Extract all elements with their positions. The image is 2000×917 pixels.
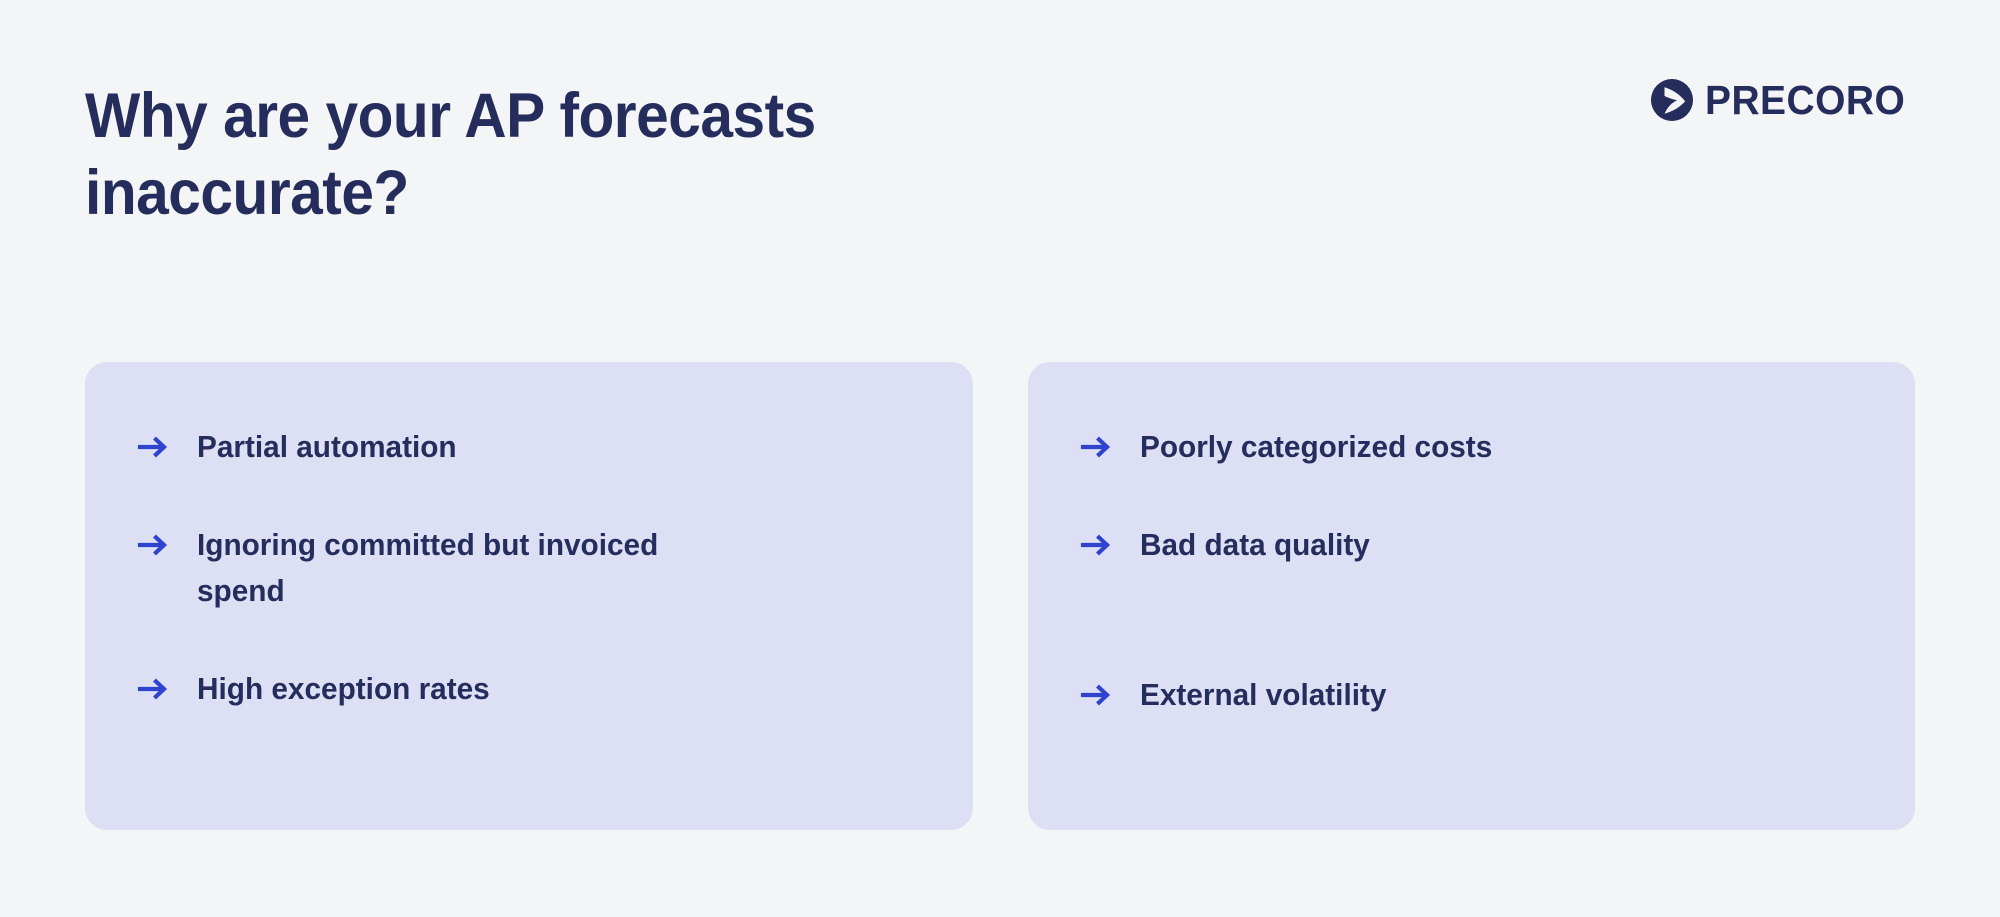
- list-item: External volatility: [1080, 672, 1864, 718]
- list-item-label: Poorly categorized costs: [1139, 429, 1492, 464]
- arrow-right-icon: [1080, 684, 1110, 706]
- arrow-right-icon: [137, 436, 168, 458]
- precoro-pinwheel-icon: [1651, 79, 1694, 121]
- arrow-right-icon: [137, 678, 168, 700]
- list-item: Partial automation: [137, 424, 921, 470]
- arrow-right-icon: [137, 534, 168, 556]
- card-right-list: Poorly categorized costs Bad data qualit…: [1080, 424, 1864, 718]
- list-item-label: High exception rates: [197, 670, 490, 706]
- brand-logo: PRECORO: [1650, 78, 1916, 122]
- list-item: Ignoring committed but invoiced spend: [137, 522, 921, 614]
- brand-wordmark: PRECORO: [1705, 76, 1906, 123]
- list-item-label: Partial automation: [197, 429, 457, 464]
- page-title: Why are your AP forecasts inaccurate?: [85, 81, 816, 228]
- list-item-label: Bad data quality: [1139, 526, 1370, 562]
- list-item: Bad data quality: [1080, 522, 1864, 568]
- slide-header: Why are your AP forecasts inaccurate? PR…: [0, 0, 2000, 300]
- list-item-label: Ignoring committed but invoiced spend: [197, 526, 659, 608]
- arrow-right-icon: [1080, 534, 1110, 556]
- cards-container: Partial automation Ignoring committed bu…: [85, 362, 1915, 830]
- card-left-list: Partial automation Ignoring committed bu…: [137, 424, 921, 712]
- arrow-right-icon: [1080, 436, 1110, 458]
- card-right: Poorly categorized costs Bad data qualit…: [1027, 362, 1915, 830]
- card-left: Partial automation Ignoring committed bu…: [85, 362, 973, 830]
- list-item: Poorly categorized costs: [1080, 424, 1864, 470]
- list-item: High exception rates: [137, 666, 921, 712]
- list-item-label: External volatility: [1139, 676, 1386, 712]
